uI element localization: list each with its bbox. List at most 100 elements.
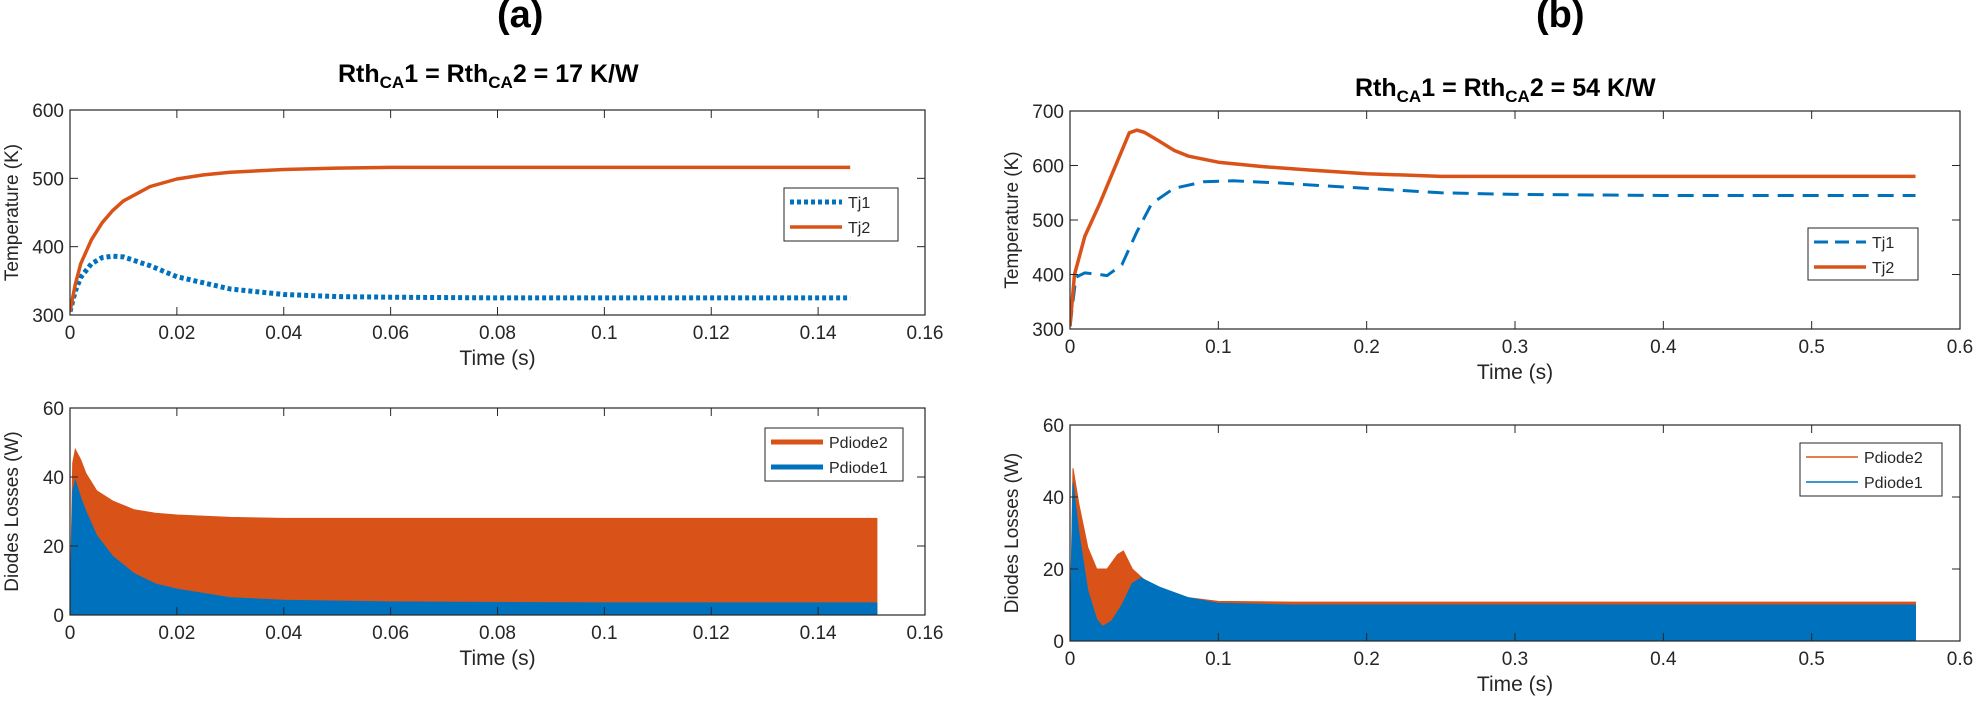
legend-label-pdiode2: Pdiode2 (829, 435, 888, 452)
y-tick-label: 0 (1053, 632, 1064, 653)
x-tick-label: 0.1 (1205, 337, 1231, 358)
title-b-post: 2 = 54 K/W (1529, 74, 1656, 102)
x-tick-label: 0.02 (158, 623, 195, 644)
title-a-mid: 1 = Rth (404, 60, 489, 88)
title-b-sub1: CA (1396, 87, 1422, 106)
y-tick-label: 0 (53, 606, 64, 627)
title-b-mid: 1 = Rth (1421, 74, 1506, 102)
legend-label-tj1: Tj1 (848, 195, 870, 212)
plot-series-b_loss (1070, 468, 1916, 641)
area-pdiode1 (70, 478, 878, 615)
x-tick-label: 0.1 (591, 323, 617, 344)
chart-a_temp: 0 0.02 0.04 0.06 0.08 0.1 0.12 0.14 0.16 300 400 50… (2, 101, 943, 370)
legend-label-pdiode1: Pdiode1 (829, 460, 888, 477)
x-tick-label: 0.14 (800, 323, 837, 344)
line-tj2 (1070, 128, 1916, 327)
x-tick-label: 0.08 (479, 623, 516, 644)
y-tick-label: 40 (43, 468, 64, 489)
title-a-sub2: CA (488, 73, 513, 92)
area-pdiode2 (70, 447, 878, 615)
y-tick-label: 500 (32, 169, 64, 190)
title-a-post: 2 = 17 K/W (512, 60, 639, 88)
x-tick-label: 0 (65, 323, 76, 344)
x-tick-label: 0.6 (1947, 337, 1973, 358)
x-tick-label: 0.12 (693, 623, 730, 644)
x-tick-label: 0.16 (907, 623, 944, 644)
title-a-sub1: CA (379, 73, 405, 92)
y-tick-label: 60 (1043, 416, 1064, 437)
x-axis-label: Time (s) (1477, 673, 1553, 696)
plot-area (70, 110, 925, 315)
x-tick-label: 0.3 (1502, 649, 1528, 670)
chart-b_loss: 0 0.1 0.2 0.3 0.4 0.5 0.6 0 20 40 60 Time (s) Diodes… (1002, 416, 1973, 696)
y-axis-label: Diodes Losses (W) (1002, 453, 1023, 614)
panel-label-a: (a) (497, 0, 544, 36)
x-axis-label: Time (s) (1477, 361, 1553, 384)
legend-box (1799, 442, 1943, 497)
x-tick-label: 0.02 (158, 323, 195, 344)
title-b-pre: Rth (1355, 74, 1397, 102)
plot-area (1070, 111, 1960, 329)
y-tick-label: 400 (1032, 266, 1064, 287)
title-a-pre: Rth (338, 60, 380, 88)
x-tick-label: 0.12 (693, 323, 730, 344)
x-tick-label: 0.1 (1205, 649, 1231, 670)
x-tick-label: 0.16 (907, 323, 944, 344)
chart-b_temp: 0 0.1 0.2 0.3 0.4 0.5 0.6 300 400 500 600 700 Time (… (1002, 102, 1973, 384)
panel-label-b: (b) (1536, 0, 1585, 36)
x-tick-label: 0.4 (1650, 649, 1677, 670)
area-pdiode1 (1070, 482, 1916, 641)
plot-series-a_temp (70, 165, 851, 313)
x-tick-label: 0.04 (265, 323, 302, 344)
y-tick-label: 300 (32, 306, 64, 327)
x-tick-label: 0 (1065, 649, 1076, 670)
legend-label-tj1: Tj1 (1872, 235, 1894, 252)
y-tick-label: 500 (1032, 211, 1064, 232)
legend-box (1807, 227, 1919, 281)
y-tick-label: 600 (32, 101, 64, 122)
x-tick-label: 0.08 (479, 323, 516, 344)
y-tick-label: 20 (43, 537, 64, 558)
x-tick-label: 0.3 (1502, 337, 1528, 358)
line-tj2 (70, 165, 851, 312)
title-b-sub2: CA (1505, 87, 1530, 106)
x-tick-label: 0.6 (1947, 649, 1973, 670)
x-axis-label: Time (s) (459, 347, 535, 370)
y-tick-label: 700 (1032, 102, 1064, 123)
y-tick-label: 20 (1043, 560, 1064, 581)
x-tick-label: 0 (1065, 337, 1076, 358)
y-tick-label: 600 (1032, 157, 1064, 178)
line-tj1 (1070, 179, 1916, 327)
legend-box (764, 427, 904, 482)
y-axis-label: Temperature (K) (1002, 151, 1023, 288)
title-panel-a: RthCA1 = RthCA2 = 17 K/W (338, 60, 639, 93)
x-tick-label: 0.5 (1798, 649, 1824, 670)
x-tick-label: 0.14 (800, 623, 837, 644)
x-tick-label: 0.5 (1798, 337, 1824, 358)
legend-label-tj2: Tj2 (848, 220, 870, 237)
legend-label-pdiode1: Pdiode1 (1864, 475, 1923, 492)
x-tick-label: 0.4 (1650, 337, 1677, 358)
x-tick-label: 0 (65, 623, 76, 644)
x-tick-label: 0.1 (591, 623, 617, 644)
legend-box (783, 187, 899, 242)
x-tick-label: 0.2 (1353, 649, 1379, 670)
y-axis-label: Temperature (K) (2, 144, 23, 281)
x-tick-label: 0.04 (265, 623, 302, 644)
y-axis-label: Diodes Losses (W) (2, 431, 23, 592)
chart-a_loss: 0 0.02 0.04 0.06 0.08 0.1 0.12 0.14 0.16 0 20 40 60 T… (2, 399, 943, 670)
x-tick-label: 0.2 (1353, 337, 1379, 358)
y-tick-label: 40 (1043, 488, 1064, 509)
y-tick-label: 300 (1032, 320, 1064, 341)
y-tick-label: 400 (32, 238, 64, 259)
legend-label-tj2: Tj2 (1872, 260, 1894, 277)
plot-series-b_temp (1070, 128, 1916, 327)
plot-series-a_loss (70, 447, 878, 615)
title-panel-b: RthCA1 = RthCA2 = 54 K/W (1355, 74, 1656, 107)
x-tick-label: 0.06 (372, 323, 409, 344)
y-tick-label: 60 (43, 399, 64, 420)
legend-label-pdiode2: Pdiode2 (1864, 450, 1923, 467)
x-axis-label: Time (s) (459, 647, 535, 670)
x-tick-label: 0.06 (372, 623, 409, 644)
